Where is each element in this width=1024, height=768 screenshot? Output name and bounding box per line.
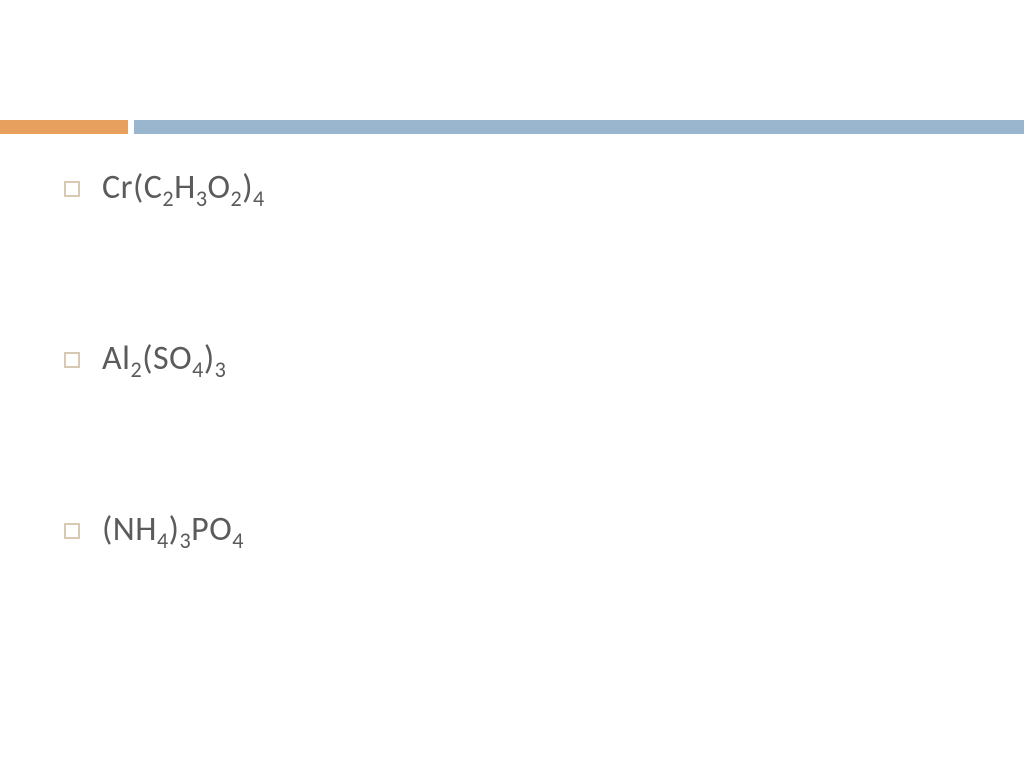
content-area: Cr(C2H3O2)4 Al2(SO4)3 (NH4)3PO4 <box>64 168 960 680</box>
accent-bar <box>0 120 1024 134</box>
chemical-formula: Cr(C2H3O2)4 <box>102 168 265 209</box>
list-item: Al2(SO4)3 <box>64 339 960 380</box>
square-bullet-icon <box>64 181 80 197</box>
chemical-formula: Al2(SO4)3 <box>102 339 226 380</box>
accent-bar-blue <box>134 120 1024 134</box>
slide: Cr(C2H3O2)4 Al2(SO4)3 (NH4)3PO4 <box>0 0 1024 768</box>
square-bullet-icon <box>64 352 80 368</box>
list-item: (NH4)3PO4 <box>64 510 960 551</box>
chemical-formula: (NH4)3PO4 <box>102 510 244 551</box>
accent-bar-orange <box>0 120 128 134</box>
square-bullet-icon <box>64 523 80 539</box>
list-item: Cr(C2H3O2)4 <box>64 168 960 209</box>
